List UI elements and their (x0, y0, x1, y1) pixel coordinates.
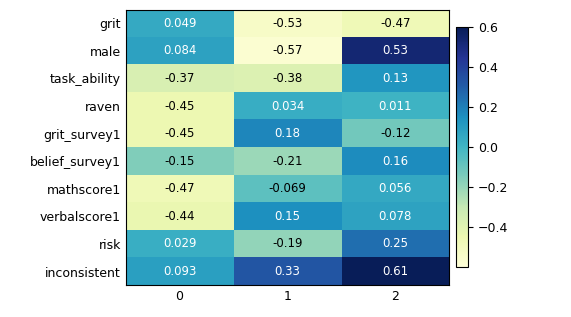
Text: -0.15: -0.15 (164, 155, 195, 168)
Text: -0.45: -0.45 (164, 127, 195, 140)
Text: -0.12: -0.12 (380, 127, 411, 140)
Text: 0.33: 0.33 (275, 265, 300, 278)
Text: 0.029: 0.029 (163, 237, 196, 250)
Text: -0.57: -0.57 (272, 44, 303, 57)
Text: 0.093: 0.093 (163, 265, 196, 278)
Text: -0.47: -0.47 (164, 182, 195, 195)
Text: -0.53: -0.53 (272, 17, 303, 30)
Text: 0.18: 0.18 (275, 127, 300, 140)
Text: 0.16: 0.16 (383, 155, 408, 168)
Text: 0.056: 0.056 (379, 182, 412, 195)
Text: -0.44: -0.44 (164, 210, 195, 223)
Text: 0.15: 0.15 (275, 210, 300, 223)
Text: 0.13: 0.13 (383, 72, 408, 85)
Text: 0.084: 0.084 (163, 44, 196, 57)
Text: -0.45: -0.45 (164, 100, 195, 113)
Text: -0.37: -0.37 (164, 72, 195, 85)
Text: -0.21: -0.21 (272, 155, 303, 168)
Text: 0.61: 0.61 (383, 265, 408, 278)
Text: -0.19: -0.19 (272, 237, 303, 250)
Text: 0.25: 0.25 (383, 237, 408, 250)
Text: 0.049: 0.049 (163, 17, 196, 30)
Text: 0.034: 0.034 (271, 100, 304, 113)
Text: 0.078: 0.078 (379, 210, 412, 223)
Text: -0.47: -0.47 (380, 17, 411, 30)
Text: -0.38: -0.38 (272, 72, 303, 85)
Text: -0.069: -0.069 (268, 182, 307, 195)
Text: 0.011: 0.011 (379, 100, 412, 113)
Text: 0.53: 0.53 (383, 44, 408, 57)
